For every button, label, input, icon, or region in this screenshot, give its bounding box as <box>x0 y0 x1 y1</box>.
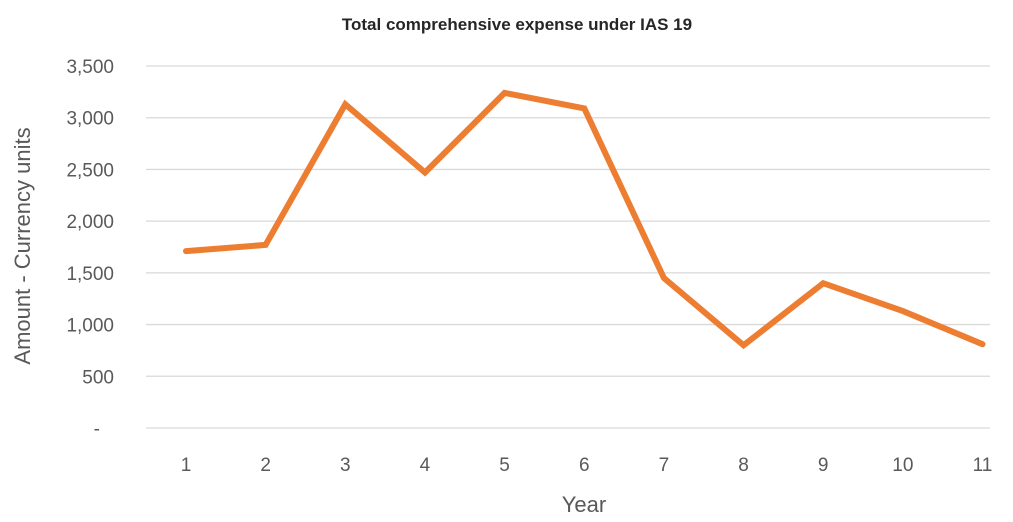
chart-title: Total comprehensive expense under IAS 19 <box>342 15 692 34</box>
y-tick-label: 2,500 <box>66 160 114 181</box>
x-tick-label: 2 <box>260 455 271 476</box>
x-tick-label: 7 <box>659 455 670 476</box>
series-group <box>186 93 983 346</box>
x-tick-label: 3 <box>340 455 351 476</box>
x-tick-label: 1 <box>181 455 192 476</box>
gridlines <box>146 66 990 376</box>
y-tick-label: 3,500 <box>66 57 114 78</box>
y-tick-label: 2,000 <box>66 212 114 233</box>
y-axis-label: Amount - Currency units <box>10 127 35 364</box>
y-tick-label: 1,500 <box>66 264 114 285</box>
x-tick-label: 5 <box>499 455 510 476</box>
x-tick-label: 8 <box>738 455 749 476</box>
y-tick-label: 1,000 <box>66 316 114 337</box>
x-axis-label: Year <box>562 492 606 517</box>
y-tick-label: 3,000 <box>66 109 114 130</box>
x-tick-label: 4 <box>420 455 431 476</box>
series-line <box>186 93 983 345</box>
x-tick-label: 6 <box>579 455 590 476</box>
x-tick-label: 11 <box>973 455 993 476</box>
y-axis-ticks: - 500 1,000 1,500 2,000 2,500 3,000 3,500 <box>66 57 114 440</box>
x-tick-label: 10 <box>892 455 913 476</box>
y-tick-label: - <box>94 419 100 440</box>
y-tick-label: 500 <box>82 367 114 388</box>
x-axis-ticks: 1 2 3 4 5 6 7 8 9 10 11 <box>181 455 993 476</box>
x-tick-label: 9 <box>818 455 829 476</box>
